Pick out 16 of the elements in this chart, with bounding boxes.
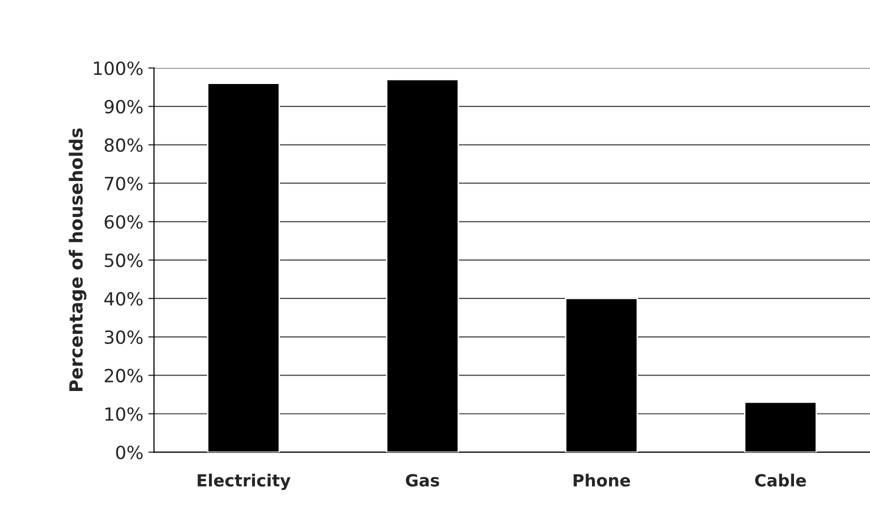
y-tick-label: 10% — [105, 407, 143, 421]
y-tick-label: 40% — [104, 292, 143, 306]
y-tick-label: 60% — [104, 215, 143, 229]
y-axis-title: Percentage of households — [68, 128, 86, 392]
y-tick-label: 100% — [94, 61, 143, 76]
y-tick-label: 80% — [104, 138, 143, 152]
y-tick-label: 90% — [104, 100, 143, 114]
x-tick-label: Cable — [755, 474, 806, 487]
y-tick-label: 0% — [116, 446, 143, 460]
y-tick-label: 50% — [104, 254, 143, 268]
y-tick-label: 30% — [104, 330, 143, 344]
y-tick-label: 20% — [104, 368, 143, 382]
x-tick-label: Electricity — [198, 474, 290, 490]
x-tick-label: Gas — [406, 474, 440, 487]
x-tick-label: Phone — [574, 474, 630, 487]
y-tick-label: 70% — [104, 176, 143, 190]
